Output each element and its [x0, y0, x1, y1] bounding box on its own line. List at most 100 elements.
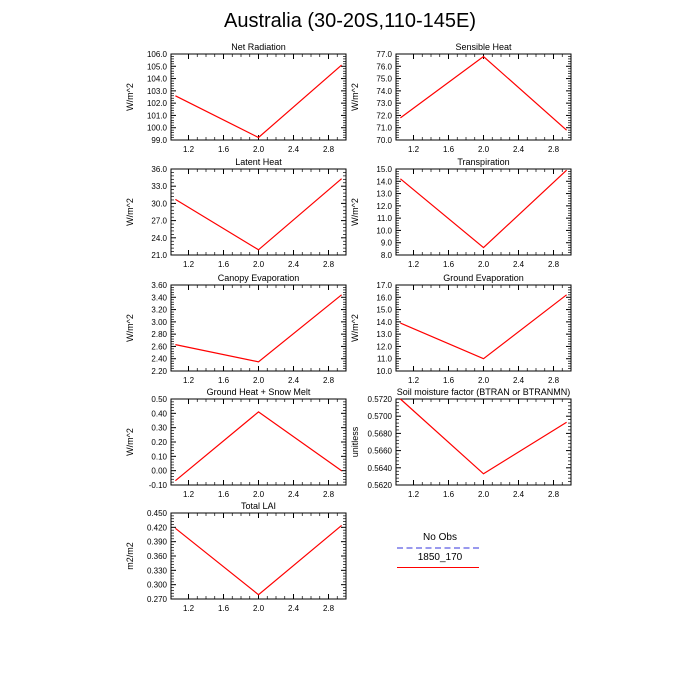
y-tick-label: 0.450 — [147, 509, 168, 518]
y-tick-label: 27.0 — [151, 217, 167, 226]
x-tick-label: 2.4 — [288, 376, 300, 385]
y-tick-label: 21.0 — [151, 251, 167, 260]
y-tick-label: 2.20 — [151, 367, 167, 376]
y-axis-label: W/m^2 — [350, 83, 360, 111]
x-tick-label: 2.0 — [253, 604, 265, 613]
x-tick-label: 1.2 — [183, 260, 195, 269]
y-tick-label: 14.0 — [376, 318, 392, 327]
y-tick-label: 73.0 — [376, 99, 392, 108]
y-tick-label: 0.5700 — [368, 412, 393, 421]
y-axis-label: W/m^2 — [125, 198, 135, 226]
y-axis-label: W/m^2 — [125, 314, 135, 342]
x-tick-label: 1.6 — [443, 376, 455, 385]
panel-title: Total LAI — [241, 501, 276, 511]
x-tick-label: 2.0 — [253, 260, 265, 269]
legend: No Obs 1850_170 — [395, 530, 485, 575]
y-tick-label: 24.0 — [151, 234, 167, 243]
y-tick-label: 11.0 — [377, 355, 393, 364]
y-tick-label: 75.0 — [376, 75, 392, 84]
y-tick-label: 10.0 — [376, 226, 392, 235]
y-tick-label: 0.300 — [147, 581, 168, 590]
x-tick-label: 1.2 — [183, 145, 195, 154]
x-tick-label: 1.6 — [443, 145, 455, 154]
y-tick-label: 0.360 — [147, 552, 168, 561]
page-title: Australia (30-20S,110-145E) — [224, 10, 476, 32]
x-tick-label: 2.8 — [548, 376, 560, 385]
y-tick-label: 12.0 — [376, 342, 392, 351]
x-tick-label: 2.0 — [253, 145, 265, 154]
y-tick-label: 0.5620 — [368, 481, 393, 490]
x-tick-label: 2.0 — [478, 145, 490, 154]
x-tick-label: 2.4 — [513, 145, 525, 154]
x-tick-label: 2.4 — [288, 260, 300, 269]
panel-title: Latent Heat — [235, 157, 282, 167]
y-tick-label: 17.0 — [376, 281, 392, 290]
y-tick-label: 36.0 — [151, 165, 167, 174]
x-tick-label: 2.4 — [288, 145, 300, 154]
x-tick-label: 1.6 — [443, 260, 455, 269]
y-tick-label: 0.10 — [151, 452, 167, 461]
x-tick-label: 1.2 — [183, 604, 195, 613]
x-tick-label: 2.8 — [323, 376, 335, 385]
plot-frame — [170, 53, 347, 141]
y-tick-label: 0.5660 — [368, 447, 393, 456]
y-tick-label: 0.5720 — [368, 395, 393, 404]
y-tick-label: 0.50 — [151, 395, 167, 404]
y-tick-label: 3.00 — [151, 318, 167, 327]
y-tick-label: 0.30 — [151, 424, 167, 433]
x-tick-label: 1.6 — [218, 604, 230, 613]
y-tick-label: 13.0 — [376, 190, 392, 199]
y-tick-label: 0.40 — [151, 409, 167, 418]
y-tick-label: 0.390 — [147, 538, 168, 547]
y-tick-label: 11.0 — [377, 214, 393, 223]
y-tick-label: 74.0 — [376, 87, 392, 96]
panel-title: Canopy Evaporation — [218, 273, 300, 283]
legend-model-line — [397, 567, 479, 568]
x-tick-label: 2.8 — [323, 145, 335, 154]
y-tick-label: 14.0 — [376, 177, 392, 186]
y-tick-label: 103.0 — [147, 87, 168, 96]
y-tick-label: 0.420 — [147, 523, 168, 532]
x-tick-label: 1.6 — [218, 490, 230, 499]
x-tick-label: 1.6 — [218, 260, 230, 269]
y-tick-label: 2.80 — [151, 330, 167, 339]
panel-title: Soil moisture factor (BTRAN or BTRANMN) — [397, 387, 571, 397]
y-tick-label: 33.0 — [151, 182, 167, 191]
x-tick-label: 2.0 — [478, 260, 490, 269]
x-tick-label: 2.0 — [253, 376, 265, 385]
panel-title: Sensible Heat — [455, 42, 512, 52]
y-tick-label: 16.0 — [376, 293, 392, 302]
x-tick-label: 2.8 — [323, 604, 335, 613]
y-tick-label: 0.5680 — [368, 429, 393, 438]
panel-title: Transpiration — [457, 157, 509, 167]
y-tick-label: 77.0 — [376, 50, 392, 59]
y-tick-label: 0.00 — [151, 467, 167, 476]
series-line-1850-170 — [175, 411, 342, 482]
y-tick-label: 0.5640 — [368, 464, 393, 473]
x-tick-label: 2.4 — [513, 490, 525, 499]
y-tick-label: 70.0 — [376, 136, 392, 145]
y-tick-label: 71.0 — [376, 124, 392, 133]
y-axis-label: unitless — [350, 426, 360, 457]
legend-obs-line — [397, 547, 479, 549]
y-tick-label: 106.0 — [147, 50, 168, 59]
y-axis-label: W/m^2 — [125, 83, 135, 111]
plot-frame — [395, 53, 572, 141]
y-axis-label: W/m^2 — [350, 314, 360, 342]
x-tick-label: 1.2 — [408, 145, 420, 154]
legend-obs-label: No Obs — [423, 532, 457, 543]
series-line-1850-170 — [175, 178, 342, 251]
y-tick-label: 0.270 — [147, 595, 168, 604]
legend-model-label: 1850_170 — [417, 552, 463, 563]
series-line-1850-170 — [175, 524, 342, 596]
x-tick-label: 2.8 — [548, 490, 560, 499]
y-tick-label: -0.10 — [149, 481, 168, 490]
y-tick-label: 3.60 — [151, 281, 167, 290]
y-tick-label: 0.20 — [151, 438, 167, 447]
x-tick-label: 2.0 — [253, 490, 265, 499]
y-tick-label: 30.0 — [151, 199, 167, 208]
y-tick-label: 76.0 — [376, 62, 392, 71]
y-tick-label: 3.40 — [151, 293, 167, 302]
y-tick-label: 105.0 — [147, 62, 168, 71]
